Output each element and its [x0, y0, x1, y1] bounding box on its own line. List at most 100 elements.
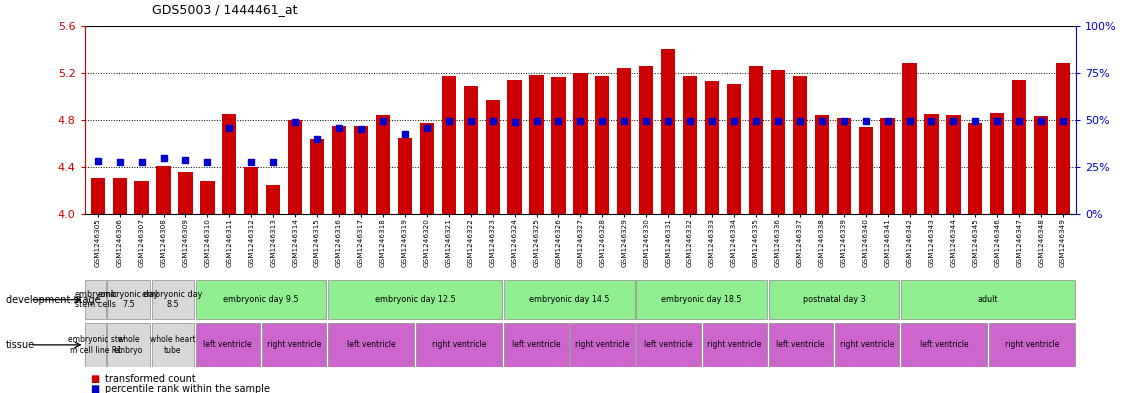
- Bar: [1035, 116, 1048, 214]
- Bar: [289, 120, 302, 214]
- Bar: [419, 123, 434, 214]
- Text: ■: ■: [90, 384, 99, 393]
- Text: left ventricle: left ventricle: [920, 340, 968, 349]
- Point: [308, 136, 326, 142]
- Bar: [748, 66, 763, 214]
- Bar: [880, 118, 895, 214]
- Bar: [769, 280, 899, 320]
- Bar: [86, 280, 106, 320]
- Bar: [1056, 63, 1071, 214]
- Bar: [416, 323, 503, 367]
- Bar: [178, 172, 193, 214]
- Bar: [157, 166, 170, 214]
- Text: development stage: development stage: [6, 295, 100, 305]
- Bar: [662, 49, 675, 214]
- Bar: [792, 76, 807, 214]
- Text: embryonic ste
m cell line R1: embryonic ste m cell line R1: [69, 335, 123, 354]
- Bar: [618, 68, 631, 214]
- Bar: [266, 185, 281, 214]
- Text: left ventricle: left ventricle: [512, 340, 560, 349]
- Text: embryonic day
7.5: embryonic day 7.5: [98, 290, 159, 309]
- Point: [440, 118, 458, 124]
- Text: right ventricle: right ventricle: [1005, 340, 1059, 349]
- Text: left ventricle: left ventricle: [347, 340, 396, 349]
- Bar: [354, 126, 369, 214]
- Bar: [134, 181, 149, 214]
- Point: [659, 118, 677, 124]
- Text: percentile rank within the sample: percentile rank within the sample: [105, 384, 269, 393]
- Bar: [107, 280, 150, 320]
- Point: [550, 118, 568, 124]
- Bar: [900, 323, 987, 367]
- Point: [637, 118, 655, 124]
- Text: left ventricle: left ventricle: [777, 340, 825, 349]
- Point: [418, 125, 436, 131]
- Bar: [683, 76, 698, 214]
- Bar: [375, 115, 390, 214]
- Bar: [639, 66, 654, 214]
- Bar: [815, 115, 828, 214]
- Bar: [196, 280, 326, 320]
- Point: [198, 159, 216, 165]
- Bar: [245, 167, 258, 214]
- Point: [857, 118, 875, 124]
- Point: [133, 159, 151, 165]
- Bar: [504, 323, 568, 367]
- Text: ■: ■: [90, 374, 99, 384]
- Bar: [704, 81, 719, 214]
- Point: [1054, 118, 1072, 124]
- Point: [988, 118, 1006, 124]
- Point: [703, 118, 721, 124]
- Bar: [595, 76, 610, 214]
- Text: left ventricle: left ventricle: [645, 340, 693, 349]
- Text: tissue: tissue: [6, 340, 35, 350]
- Bar: [990, 323, 1075, 367]
- Bar: [310, 139, 325, 214]
- Bar: [151, 323, 194, 367]
- Point: [681, 118, 699, 124]
- Point: [879, 118, 897, 124]
- Text: embryonic day 14.5: embryonic day 14.5: [530, 295, 610, 304]
- Point: [725, 118, 743, 124]
- Point: [506, 119, 524, 125]
- Bar: [859, 127, 872, 214]
- Text: right ventricle: right ventricle: [432, 340, 487, 349]
- Bar: [903, 63, 916, 214]
- Text: right ventricle: right ventricle: [267, 340, 321, 349]
- Bar: [328, 280, 503, 320]
- Bar: [727, 84, 742, 214]
- Point: [900, 118, 919, 124]
- Text: postnatal day 3: postnatal day 3: [802, 295, 866, 304]
- Bar: [196, 323, 260, 367]
- Bar: [86, 323, 106, 367]
- Bar: [151, 280, 194, 320]
- Text: transformed count: transformed count: [105, 374, 196, 384]
- Text: whole heart
tube: whole heart tube: [150, 335, 195, 354]
- Text: right ventricle: right ventricle: [708, 340, 762, 349]
- Point: [483, 118, 502, 124]
- Point: [835, 118, 853, 124]
- Point: [110, 159, 128, 165]
- Bar: [107, 323, 150, 367]
- Bar: [947, 115, 960, 214]
- Bar: [835, 323, 899, 367]
- Bar: [113, 178, 126, 214]
- Text: adult: adult: [978, 295, 999, 304]
- Text: embryonic day 9.5: embryonic day 9.5: [223, 295, 299, 304]
- Text: embryonic day 12.5: embryonic day 12.5: [375, 295, 455, 304]
- Point: [923, 118, 941, 124]
- Point: [220, 125, 238, 131]
- Point: [264, 159, 282, 165]
- Bar: [507, 80, 522, 214]
- Bar: [530, 75, 543, 214]
- Point: [593, 118, 611, 124]
- Bar: [90, 178, 105, 214]
- Bar: [551, 77, 566, 214]
- Point: [352, 126, 370, 132]
- Point: [747, 118, 765, 124]
- Point: [242, 159, 260, 165]
- Point: [1032, 118, 1050, 124]
- Point: [769, 118, 787, 124]
- Bar: [463, 86, 478, 214]
- Point: [89, 158, 107, 164]
